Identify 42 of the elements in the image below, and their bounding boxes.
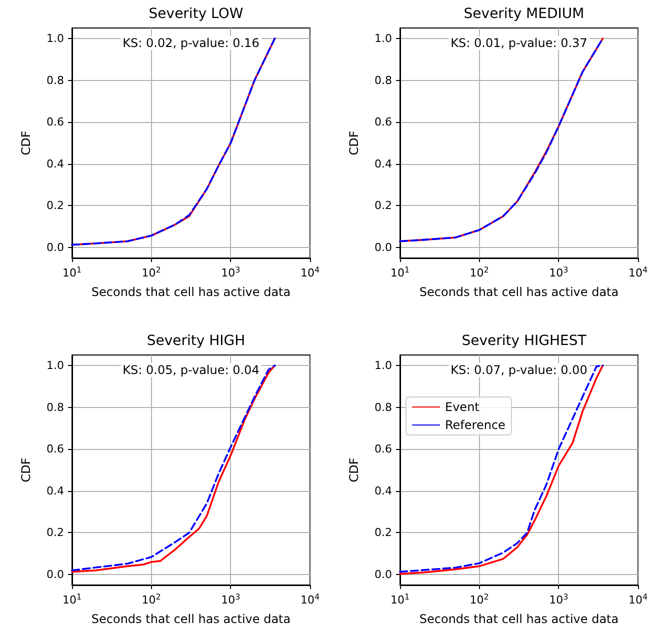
chart-title: Severity HIGHEST — [462, 333, 587, 349]
annotation: KS: 0.01, p-value: 0.37 — [450, 36, 588, 50]
y-tick-label: 0.0 — [46, 568, 64, 582]
y-tick-label: 0.8 — [374, 400, 392, 414]
x-axis-title: Seconds that cell has active data — [419, 285, 619, 299]
y-axis-title: CDF — [347, 458, 361, 482]
y-tick-label: 0.4 — [46, 157, 64, 170]
annotation: KS: 0.07, p-value: 0.00 — [450, 363, 588, 377]
y-tick-label: 0.8 — [46, 74, 64, 87]
annotation: KS: 0.05, p-value: 0.04 — [122, 363, 260, 377]
x-axis-title: Seconds that cell has active data — [91, 285, 291, 299]
y-axis-title: CDF — [347, 130, 361, 156]
y-tick-label: 1.0 — [374, 32, 392, 45]
chart-title: Severity MEDIUM — [464, 6, 584, 22]
y-tick-label: 1.0 — [46, 358, 64, 372]
y-tick-label: 0.2 — [46, 526, 64, 540]
y-tick-label: 0.4 — [46, 484, 64, 498]
chart-title: Severity HIGH — [146, 333, 246, 349]
y-tick-label: 0.4 — [374, 157, 392, 170]
y-tick-label: 0.0 — [46, 241, 64, 254]
y-tick-label: 0.2 — [374, 526, 392, 540]
legend-label: Reference — [445, 418, 506, 432]
annotation: KS: 0.02, p-value: 0.16 — [122, 36, 260, 50]
y-tick-label: 0.8 — [374, 74, 392, 87]
y-tick-label: 1.0 — [46, 32, 64, 45]
chart-title: Severity LOW — [148, 6, 244, 22]
y-tick-label: 0.6 — [374, 442, 392, 456]
y-tick-label: 0.2 — [46, 199, 64, 212]
y-tick-label: 0.8 — [46, 400, 64, 414]
legend-label: Event — [445, 400, 480, 414]
y-axis-title: CDF — [19, 130, 33, 156]
y-tick-label: 0.6 — [46, 442, 64, 456]
y-tick-label: 1.0 — [374, 358, 392, 372]
x-axis-title: Seconds that cell has active data — [419, 612, 619, 626]
y-tick-label: 0.6 — [46, 116, 64, 129]
x-axis-title: Seconds that cell has active data — [91, 612, 291, 626]
y-tick-label: 0.6 — [374, 116, 392, 129]
y-tick-label: 0.0 — [374, 241, 392, 254]
y-tick-label: 0.0 — [374, 568, 392, 582]
y-tick-label: 0.2 — [374, 199, 392, 212]
y-axis-title: CDF — [19, 458, 33, 482]
y-tick-label: 0.4 — [374, 484, 392, 498]
